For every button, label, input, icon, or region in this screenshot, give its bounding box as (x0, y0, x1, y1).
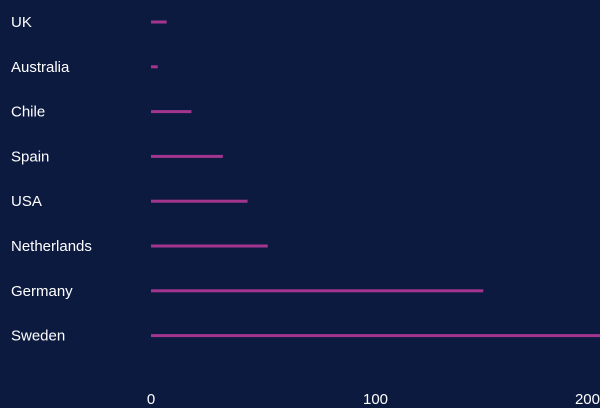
category-label-spain: Spain (11, 148, 49, 165)
bar-australia (151, 65, 158, 69)
category-label-germany: Germany (11, 283, 73, 300)
category-labels: UK Australia Chile Spain USA Netherlands Germa… (11, 14, 92, 345)
x-axis-ticks: 0 100 200 (147, 391, 600, 408)
category-label-uk: UK (11, 14, 32, 31)
category-label-netherlands: Netherlands (11, 238, 92, 255)
bar-sweden (151, 334, 600, 338)
category-label-sweden: Sweden (11, 328, 65, 345)
x-tick-label-100: 100 (363, 391, 388, 408)
bar-netherlands (151, 244, 268, 248)
x-tick-label-200: 200 (575, 391, 600, 408)
bar-germany (151, 289, 484, 293)
bar-usa (151, 199, 248, 203)
category-label-usa: USA (11, 193, 42, 210)
bars (151, 20, 600, 338)
bar-spain (151, 154, 223, 158)
bar-chile (151, 110, 192, 114)
x-tick-label-0: 0 (147, 391, 155, 408)
bar-uk (151, 20, 167, 24)
category-label-chile: Chile (11, 104, 45, 121)
category-label-australia: Australia (11, 59, 70, 76)
